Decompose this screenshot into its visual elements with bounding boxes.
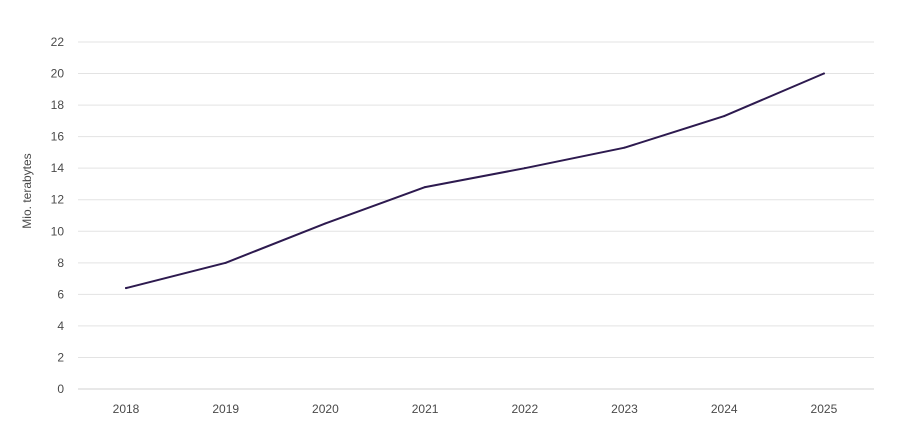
y-tick-label: 16	[51, 130, 65, 144]
x-tick-label: 2023	[611, 402, 638, 416]
data-point	[224, 261, 227, 264]
grid-lines	[78, 41, 874, 390]
y-tick-label: 14	[51, 161, 65, 175]
y-tick-label: 8	[57, 256, 64, 270]
y-tick-label: 10	[51, 224, 65, 238]
x-tick-label: 2018	[113, 402, 140, 416]
y-tick-label: 18	[51, 98, 65, 112]
data-point	[424, 186, 427, 189]
y-tick-label: 6	[57, 287, 64, 301]
data-point	[324, 222, 327, 225]
y-tick-label: 20	[51, 67, 65, 81]
y-tick-label: 22	[51, 35, 65, 49]
y-tick-label: 12	[51, 193, 65, 207]
y-axis-title: Mio. terabytes	[20, 153, 34, 228]
x-tick-label: 2022	[511, 402, 538, 416]
data-point	[623, 146, 626, 149]
x-tick-label: 2024	[711, 402, 738, 416]
x-tick-label: 2021	[412, 402, 439, 416]
data-point	[822, 72, 825, 75]
series-layer	[125, 72, 825, 290]
y-tick-label: 0	[57, 382, 64, 396]
data-point	[723, 115, 726, 118]
series-line	[125, 72, 825, 290]
y-tick-label: 2	[57, 350, 64, 364]
y-tick-label: 4	[57, 319, 64, 333]
x-tick-label: 2019	[212, 402, 239, 416]
x-axis-ticks: 2018 2019 2020 2021 2022 2023 2024 2025	[113, 402, 838, 416]
data-point	[125, 287, 127, 290]
y-axis-ticks: 0 2 4 6 8 10 12 14 16 18 20 22	[51, 35, 65, 396]
x-tick-label: 2020	[312, 402, 339, 416]
x-tick-label: 2025	[811, 402, 838, 416]
data-point	[523, 167, 526, 170]
